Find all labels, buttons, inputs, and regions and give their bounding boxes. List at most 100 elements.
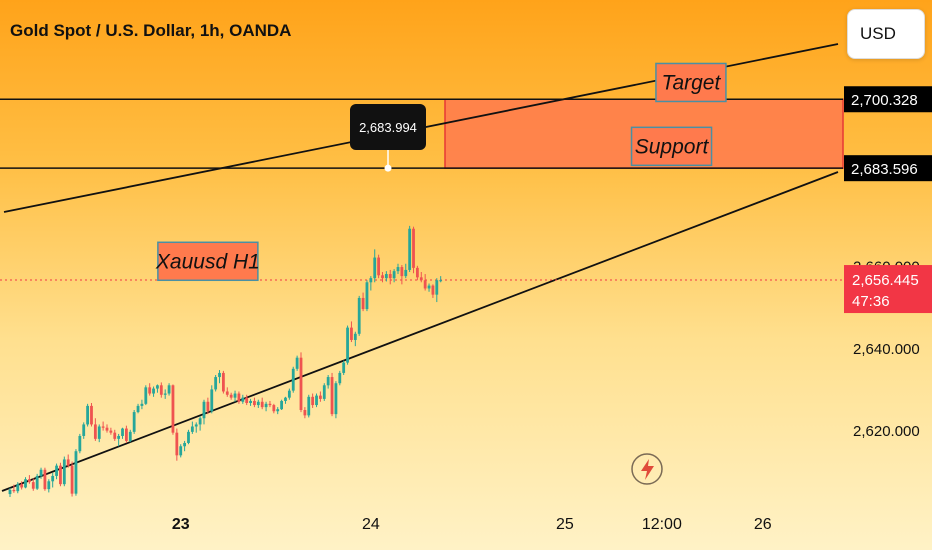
candle[interactable]: [381, 271, 384, 283]
candle[interactable]: [408, 225, 412, 272]
candle[interactable]: [284, 396, 287, 404]
candle[interactable]: [202, 399, 206, 425]
candle[interactable]: [132, 410, 136, 434]
candle[interactable]: [365, 280, 369, 312]
candle[interactable]: [24, 477, 27, 489]
candle[interactable]: [43, 467, 47, 491]
candle[interactable]: [435, 278, 439, 303]
candle[interactable]: [388, 269, 392, 285]
candle[interactable]: [171, 384, 175, 435]
candle[interactable]: [260, 397, 264, 410]
candle[interactable]: [311, 393, 315, 408]
candle[interactable]: [179, 444, 183, 458]
support-annotation[interactable]: Support: [630, 126, 713, 167]
candle[interactable]: [198, 416, 202, 431]
candle[interactable]: [175, 428, 179, 461]
candle[interactable]: [163, 389, 167, 399]
candle[interactable]: [140, 399, 144, 410]
candle[interactable]: [392, 269, 396, 283]
candle[interactable]: [190, 421, 194, 434]
candle[interactable]: [245, 394, 249, 406]
candle[interactable]: [222, 370, 225, 394]
candle[interactable]: [338, 370, 342, 386]
candle[interactable]: [377, 254, 380, 279]
candle[interactable]: [280, 399, 283, 411]
candle[interactable]: [82, 422, 86, 439]
candle[interactable]: [28, 475, 31, 484]
candle[interactable]: [303, 407, 307, 419]
candle[interactable]: [97, 424, 101, 443]
candle[interactable]: [423, 274, 427, 291]
candle[interactable]: [287, 388, 291, 400]
candle[interactable]: [51, 473, 55, 488]
currency-button[interactable]: USD: [847, 9, 925, 59]
candle[interactable]: [167, 383, 171, 396]
candle[interactable]: [319, 391, 322, 402]
candle[interactable]: [353, 331, 357, 347]
candle[interactable]: [373, 249, 377, 283]
candle[interactable]: [256, 399, 260, 408]
candle[interactable]: [78, 433, 82, 454]
candle[interactable]: [346, 325, 349, 365]
candle[interactable]: [229, 392, 233, 400]
candle[interactable]: [35, 473, 39, 490]
candle[interactable]: [350, 321, 353, 343]
candle[interactable]: [369, 276, 373, 291]
candle[interactable]: [264, 401, 268, 412]
candle[interactable]: [237, 391, 241, 404]
candle[interactable]: [55, 463, 58, 480]
candle[interactable]: [326, 374, 330, 389]
candle[interactable]: [187, 429, 190, 445]
candle[interactable]: [148, 383, 152, 396]
candle[interactable]: [342, 360, 346, 375]
candle[interactable]: [136, 403, 140, 414]
candle[interactable]: [431, 284, 435, 298]
candle[interactable]: [128, 429, 132, 443]
candle[interactable]: [117, 433, 121, 447]
plot-area[interactable]: 2,683.994 Target Support Xauusd H1: [0, 43, 844, 497]
candle[interactable]: [241, 394, 245, 404]
candle[interactable]: [404, 263, 408, 279]
candle[interactable]: [384, 271, 388, 282]
candle[interactable]: [233, 390, 237, 402]
candle[interactable]: [194, 422, 198, 433]
candle[interactable]: [210, 385, 214, 414]
candle[interactable]: [427, 283, 431, 292]
candle[interactable]: [47, 479, 51, 493]
candle[interactable]: [334, 381, 338, 419]
candle[interactable]: [59, 462, 62, 487]
candle[interactable]: [86, 403, 89, 427]
candle[interactable]: [225, 387, 229, 397]
candle[interactable]: [249, 398, 252, 406]
candle[interactable]: [307, 394, 311, 418]
lower-trend-line[interactable]: [1, 171, 839, 492]
candle[interactable]: [214, 374, 218, 392]
candle[interactable]: [16, 482, 20, 494]
candle[interactable]: [206, 397, 210, 415]
candle[interactable]: [109, 427, 113, 435]
candle[interactable]: [31, 478, 35, 491]
candle[interactable]: [62, 456, 66, 487]
candle[interactable]: [70, 461, 74, 497]
price-axis[interactable]: 2,620.0002,640.0002,660.0002,700.3282,68…: [844, 86, 932, 440]
candle[interactable]: [125, 425, 128, 443]
candle[interactable]: [101, 421, 105, 431]
pair-annotation[interactable]: Xauusd H1: [155, 241, 260, 282]
target-annotation[interactable]: Target: [655, 62, 727, 103]
candle[interactable]: [156, 384, 159, 393]
candle[interactable]: [66, 454, 70, 468]
measure-pointer-dot[interactable]: [384, 164, 392, 172]
candle[interactable]: [253, 397, 256, 408]
candle[interactable]: [276, 407, 280, 415]
candle[interactable]: [400, 264, 404, 285]
candle[interactable]: [361, 292, 365, 312]
candle[interactable]: [416, 265, 419, 281]
candle[interactable]: [93, 418, 97, 441]
candle[interactable]: [20, 481, 24, 490]
candle[interactable]: [315, 393, 318, 408]
candle[interactable]: [12, 484, 16, 493]
candle[interactable]: [299, 352, 303, 413]
candle[interactable]: [74, 449, 78, 496]
